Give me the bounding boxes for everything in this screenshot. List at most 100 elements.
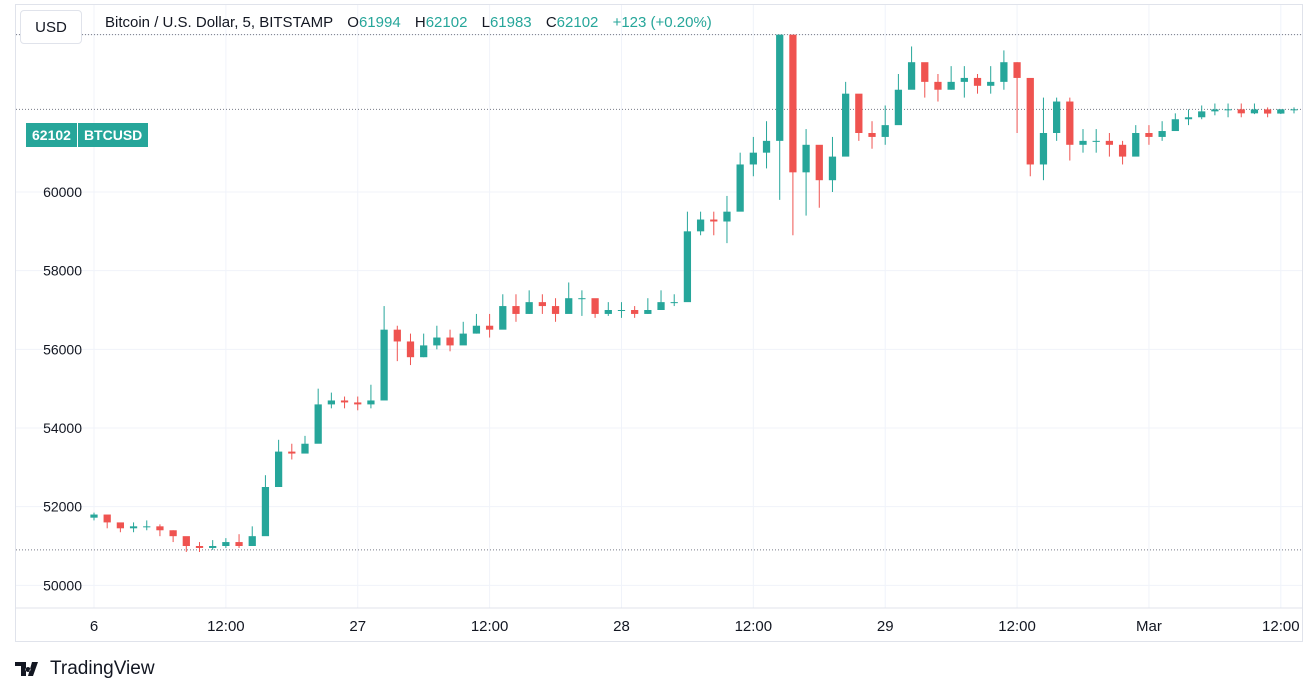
candle-body: [1171, 119, 1179, 132]
price-tick-label: 56000: [43, 341, 82, 357]
open-value: 61994: [358, 14, 401, 31]
candle-body: [1250, 109, 1259, 114]
high-label: H: [414, 14, 426, 31]
candle-body: [406, 341, 415, 358]
candle-body: [380, 329, 388, 401]
chart-frame: 64000600005800056000540005200050000 612:…: [15, 4, 1303, 642]
candle-body: [116, 522, 124, 529]
candle-body: [485, 325, 494, 330]
time-tick-label: 6: [90, 618, 98, 635]
candle-body: [657, 302, 665, 310]
candlesticks: [90, 34, 1298, 552]
tradingview-brand[interactable]: TradingView: [15, 658, 155, 680]
candle-body: [947, 81, 955, 90]
time-tick-label: 28: [613, 618, 630, 635]
change-value: +123 (+0.20%): [612, 14, 712, 31]
time-tick-label: 12:00: [471, 618, 509, 635]
candle-body: [103, 514, 111, 523]
candle-body: [340, 400, 349, 403]
candle-body: [565, 298, 573, 314]
candle-body: [617, 310, 626, 311]
candle-body: [683, 231, 692, 303]
price-tick-label: 60000: [43, 184, 82, 200]
last-price-value: 62102: [26, 123, 77, 147]
candle-body: [828, 156, 837, 181]
candle-body: [195, 546, 204, 548]
candle-body: [235, 542, 243, 546]
open-label: O: [347, 14, 359, 31]
tradingview-logo-icon: [15, 662, 38, 676]
candle-body: [789, 34, 797, 173]
candle-body: [855, 93, 863, 133]
brand-name: TradingView: [50, 658, 155, 679]
candle-body: [1277, 109, 1285, 114]
time-tick-label: 12:00: [735, 618, 773, 635]
candle-body: [591, 298, 599, 314]
candle-body: [696, 219, 705, 232]
candle-body: [802, 144, 810, 173]
currency-button[interactable]: USD: [20, 10, 82, 44]
reference-lines: [16, 34, 1302, 551]
candle-body: [842, 93, 850, 157]
candle-body: [960, 77, 968, 82]
candle-body: [881, 125, 889, 137]
low-label: L: [481, 14, 490, 31]
candle-body: [354, 402, 362, 405]
candle-body: [512, 306, 520, 314]
price-tick-label: 58000: [43, 263, 82, 279]
candle-body: [604, 310, 612, 314]
candle-body: [433, 337, 441, 346]
candle-body: [156, 526, 164, 531]
candle-body: [182, 536, 190, 546]
close-label: C: [545, 14, 557, 31]
candle-body: [169, 530, 177, 537]
time-tick-label: 27: [349, 618, 366, 635]
candle-body: [1184, 117, 1193, 120]
candle-body: [367, 400, 375, 405]
time-tick-label: 12:00: [207, 618, 245, 635]
candle-body: [129, 526, 138, 529]
candle-body: [631, 310, 639, 314]
candle-body: [525, 302, 533, 314]
candle-body: [1039, 133, 1048, 165]
time-tick-label: 29: [877, 618, 894, 635]
candle-body: [1198, 111, 1206, 118]
symbol-legend: Bitcoin / U.S. Dollar, 5, BITSTAMP O6199…: [105, 14, 712, 31]
high-value: 62102: [425, 14, 468, 31]
candle-body: [143, 526, 151, 528]
candle-body: [393, 329, 401, 342]
price-tick-label: 50000: [43, 577, 82, 593]
candle-body: [1290, 109, 1298, 111]
candle-body: [90, 514, 98, 518]
candle-body: [815, 144, 823, 181]
candle-body: [1000, 62, 1008, 82]
candle-body: [973, 77, 982, 86]
candle-body: [1158, 131, 1166, 137]
candle-body: [578, 298, 586, 300]
candle-body: [710, 219, 718, 222]
candle-body: [868, 133, 876, 137]
candle-body: [472, 325, 481, 334]
candle-body: [894, 89, 903, 126]
last-price-badge: 62102 BTCUSD: [26, 123, 149, 147]
candle-body: [749, 152, 757, 165]
candle-body: [446, 337, 454, 346]
candle-body: [248, 536, 256, 546]
candle-body: [1013, 62, 1021, 78]
price-axis: 64000600005800056000540005200050000: [43, 27, 82, 594]
candle-body: [1053, 101, 1061, 133]
candle-body: [1264, 109, 1272, 114]
symbol-title: Bitcoin / U.S. Dollar, 5, BITSTAMP: [105, 14, 334, 31]
candle-body: [1079, 140, 1087, 145]
candle-body: [499, 306, 507, 330]
chart-grid: [16, 5, 1302, 609]
candle-body: [222, 542, 230, 546]
low-value: 61983: [489, 14, 532, 31]
candle-body: [1105, 140, 1114, 145]
price-tick-label: 52000: [43, 499, 82, 515]
price-chart[interactable]: 64000600005800056000540005200050000 612:…: [16, 5, 1302, 641]
candle-body: [934, 81, 942, 90]
last-price-ticker: BTCUSD: [77, 123, 149, 147]
candle-body: [1145, 133, 1153, 137]
candle-body: [459, 333, 467, 346]
